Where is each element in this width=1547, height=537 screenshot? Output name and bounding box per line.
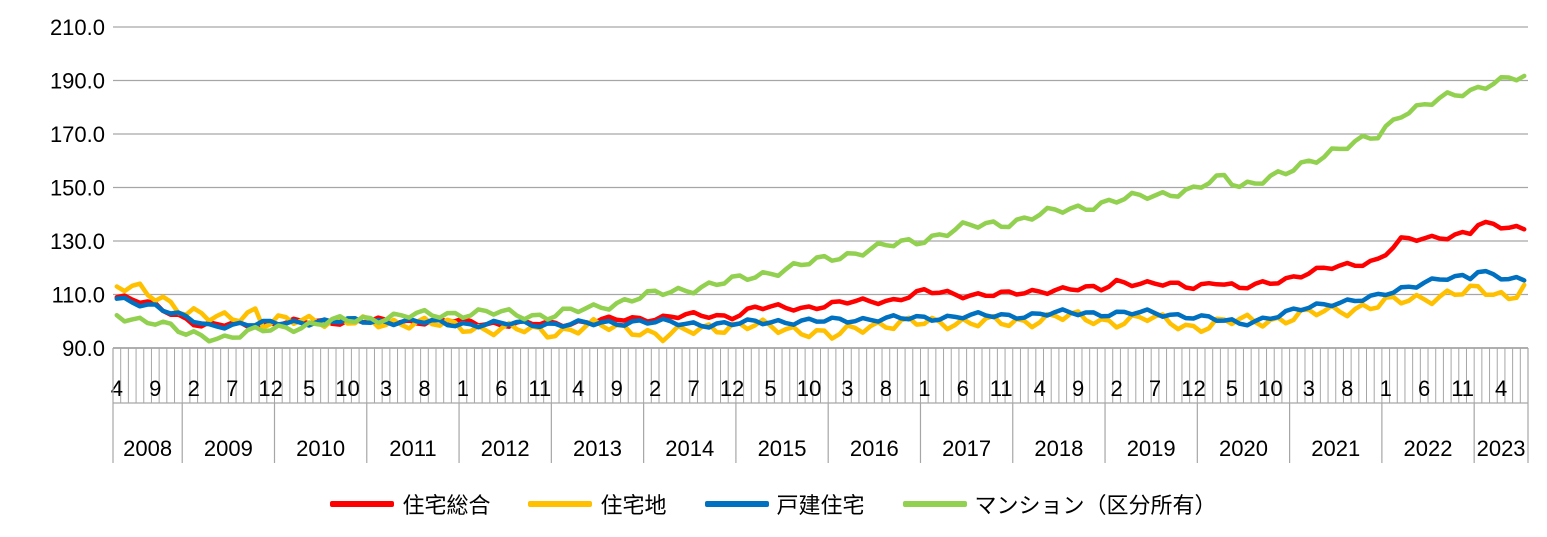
x-month-label: 12 — [258, 376, 282, 401]
x-month-label: 6 — [495, 376, 507, 401]
series-line — [114, 281, 1527, 344]
x-year-label: 2015 — [758, 436, 807, 461]
x-month-label: 2 — [1110, 376, 1122, 401]
x-month-label: 10 — [1258, 376, 1282, 401]
x-month-label: 12 — [720, 376, 744, 401]
y-tick-label: 210.0 — [50, 15, 105, 40]
series-line — [114, 73, 1527, 344]
x-year-label: 2014 — [665, 436, 714, 461]
y-tick-label: 130.0 — [50, 229, 105, 254]
legend-swatch — [528, 501, 593, 507]
x-year-label: 2008 — [123, 436, 172, 461]
x-month-label: 11 — [528, 376, 551, 401]
x-month-label: 2 — [649, 376, 661, 401]
legend-swatch — [902, 501, 967, 507]
legend-item-house: 戸建住宅 — [704, 488, 865, 520]
x-month-label: 12 — [1181, 376, 1205, 401]
x-year-label: 2018 — [1034, 436, 1083, 461]
x-year-label: 2010 — [296, 436, 345, 461]
x-month-label: 7 — [1149, 376, 1161, 401]
x-year-label: 2017 — [942, 436, 991, 461]
x-month-label: 7 — [226, 376, 238, 401]
x-month-label: 3 — [1303, 376, 1315, 401]
x-month-label: 7 — [687, 376, 699, 401]
x-month-label: 1 — [1380, 376, 1392, 401]
x-month-label: 5 — [764, 376, 776, 401]
legend: 住宅総合 住宅地 戸建住宅 マンション（区分所有） — [0, 488, 1547, 520]
series-lines — [114, 73, 1527, 344]
legend-swatch — [704, 501, 769, 507]
legend-item-land: 住宅地 — [528, 488, 667, 520]
y-tick-label: 110.0 — [52, 283, 105, 308]
x-month-label: 8 — [418, 376, 430, 401]
x-month-label: 9 — [149, 376, 161, 401]
x-month-label: 3 — [841, 376, 853, 401]
x-year-label: 2022 — [1404, 436, 1453, 461]
legend-swatch — [330, 501, 395, 507]
x-month-label: 5 — [303, 376, 315, 401]
x-month-label: 6 — [1418, 376, 1430, 401]
x-month-label: 4 — [1034, 376, 1046, 401]
legend-label: 住宅総合 — [402, 494, 491, 519]
x-month-label: 6 — [957, 376, 969, 401]
x-month-label: 10 — [797, 376, 821, 401]
gridlines — [113, 26, 1528, 349]
x-month-label: 4 — [111, 376, 123, 401]
x-month-label: 11 — [1451, 376, 1474, 401]
x-axis: 4 9 2 7 12 5 10 3 8 1 6 11 4 9 2 7 12 5 10 3 8 1 6 11 4 9 2 7 12 5 10 3… — [111, 348, 1529, 463]
y-tick-label: 190.0 — [50, 69, 105, 94]
x-month-label: 8 — [880, 376, 892, 401]
x-year-label: 2021 — [1311, 436, 1360, 461]
y-tick-label: 150.0 — [50, 176, 105, 201]
x-month-label: 2 — [188, 376, 200, 401]
x-month-label: 4 — [1495, 376, 1507, 401]
legend-label: 住宅地 — [600, 494, 667, 519]
x-month-label: 3 — [380, 376, 392, 401]
x-year-label: 2011 — [389, 436, 436, 461]
legend-label: 戸建住宅 — [776, 494, 865, 519]
x-month-label: 1 — [918, 376, 930, 401]
y-tick-label: 170.0 — [50, 122, 105, 147]
x-month-label: 5 — [1226, 376, 1238, 401]
series-line — [114, 268, 1527, 331]
x-month-label: 9 — [611, 376, 623, 401]
x-year-label: 2012 — [481, 436, 530, 461]
x-year-label: 2020 — [1219, 436, 1268, 461]
x-month-label: 10 — [335, 376, 359, 401]
x-month-label: 9 — [1072, 376, 1084, 401]
legend-item-total: 住宅総合 — [330, 488, 490, 520]
legend-label: マンション（区分所有） — [974, 494, 1217, 519]
x-year-label: 2009 — [204, 436, 253, 461]
x-month-label: 4 — [572, 376, 584, 401]
x-year-label: 2016 — [850, 436, 899, 461]
x-month-label: 1 — [457, 376, 469, 401]
x-year-label: 2019 — [1127, 436, 1176, 461]
x-month-label: 8 — [1341, 376, 1353, 401]
y-tick-label: 90.0 — [62, 336, 105, 361]
y-axis-tick-labels: 90.0 110.0 130.0 150.0 170.0 190.0 210.0 — [50, 15, 105, 361]
legend-item-condo: マンション（区分所有） — [902, 488, 1217, 520]
x-year-label: 2023 — [1477, 436, 1526, 461]
x-month-label: 11 — [990, 376, 1013, 401]
x-year-label: 2013 — [573, 436, 622, 461]
